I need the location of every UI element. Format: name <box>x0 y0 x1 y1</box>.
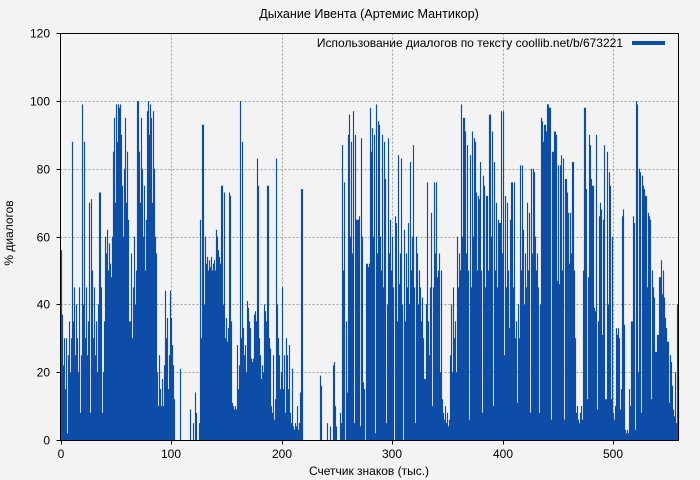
svg-text:Счетчик знаков (тыс.): Счетчик знаков (тыс.) <box>309 464 429 478</box>
svg-text:% диалогов: % диалогов <box>2 200 16 265</box>
svg-text:Использование диалогов по текс: Использование диалогов по тексту coollib… <box>317 36 623 50</box>
svg-text:200: 200 <box>272 447 292 461</box>
svg-text:40: 40 <box>37 298 51 312</box>
svg-text:100: 100 <box>161 447 181 461</box>
svg-text:400: 400 <box>493 447 513 461</box>
svg-text:300: 300 <box>382 447 402 461</box>
svg-text:0: 0 <box>43 434 50 448</box>
svg-text:500: 500 <box>603 447 623 461</box>
svg-text:20: 20 <box>37 366 51 380</box>
svg-text:60: 60 <box>37 231 51 245</box>
svg-text:Дыхание Ивента (Артемис Мантик: Дыхание Ивента (Артемис Мантикор) <box>259 7 479 21</box>
svg-text:100: 100 <box>30 95 50 109</box>
svg-text:0: 0 <box>58 447 65 461</box>
svg-text:80: 80 <box>37 163 51 177</box>
svg-text:120: 120 <box>30 27 50 41</box>
